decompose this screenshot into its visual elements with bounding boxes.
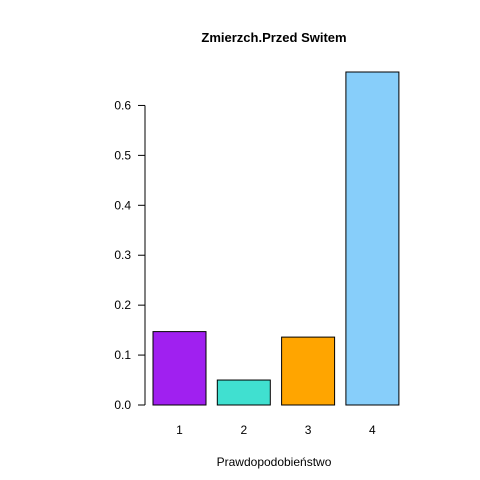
y-tick-label: 0.6 [114, 98, 131, 112]
y-tick-label: 0.0 [114, 398, 131, 412]
y-tick-label: 0.1 [114, 348, 131, 362]
y-tick-label: 0.2 [114, 298, 131, 312]
y-axis: 0.0 0.1 0.2 0.3 0.4 0.5 0.6 [114, 98, 146, 412]
x-axis-labels: 1 2 3 4 [176, 423, 376, 437]
y-tick-label: 0.5 [114, 148, 131, 162]
x-tick-label-3: 3 [305, 423, 312, 437]
x-tick-label-1: 1 [176, 423, 183, 437]
x-tick-label-4: 4 [369, 423, 376, 437]
bar-3 [281, 336, 336, 406]
bar-2 [216, 379, 271, 406]
bar-4 [345, 71, 400, 406]
y-tick-label: 0.3 [114, 248, 131, 262]
bars-group [152, 71, 400, 406]
x-axis-title: Prawdopodobieństwo [217, 455, 332, 469]
bar-1 [152, 331, 207, 406]
y-tick-label: 0.4 [114, 198, 131, 212]
chart-title: Zmierzch.Przed Switem [201, 30, 346, 45]
x-tick-label-2: 2 [240, 423, 247, 437]
